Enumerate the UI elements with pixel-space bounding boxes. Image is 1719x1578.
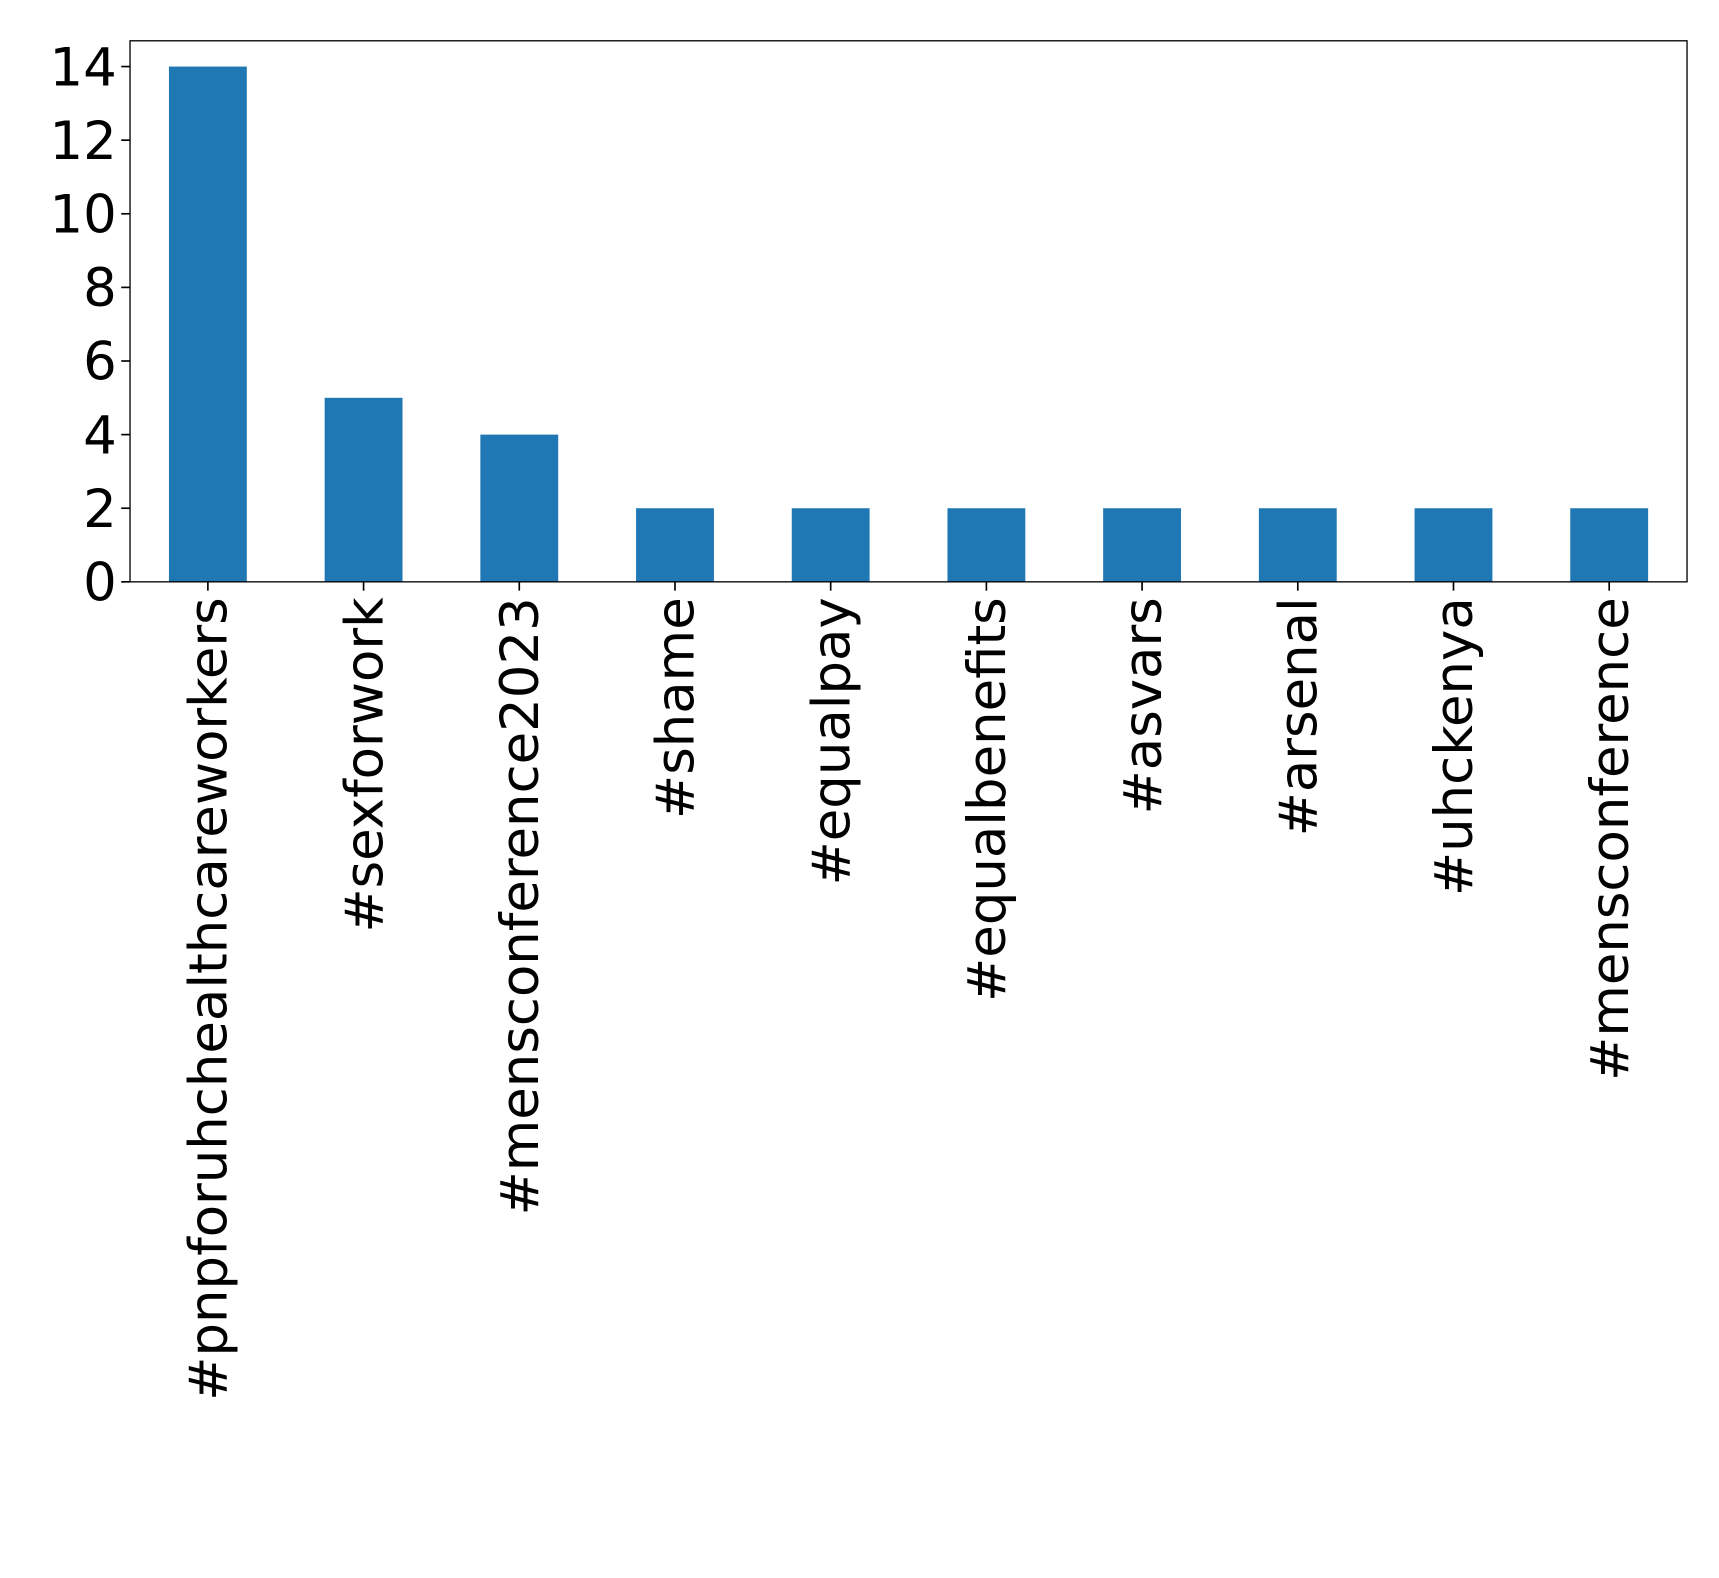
bar <box>1258 508 1337 582</box>
x-tick-label: #mensconference <box>1580 597 1641 1081</box>
x-tick-label: #sexforwork <box>334 597 395 933</box>
x-tick-label: #asvars <box>1113 597 1174 814</box>
x-tick-label: #shame <box>646 597 707 819</box>
y-tick-label: 14 <box>50 37 117 98</box>
bar <box>1414 508 1493 582</box>
x-tick-label: #equalbenefits <box>957 597 1018 1002</box>
bar <box>1103 508 1182 582</box>
y-tick-label: 2 <box>83 479 117 540</box>
y-tick-label: 0 <box>83 553 117 614</box>
x-tick-label: #arsenal <box>1269 597 1330 836</box>
bar <box>480 434 559 582</box>
bar <box>791 508 870 582</box>
bar <box>636 508 714 582</box>
bar <box>168 66 247 582</box>
y-tick-label: 4 <box>83 405 117 466</box>
bar <box>324 397 403 582</box>
x-tick-label: #uhckenya <box>1424 597 1485 896</box>
x-tick-label: #mensconference2023 <box>490 597 551 1215</box>
x-tick-label: #pnpforuhchealthcareworkers <box>179 597 240 1401</box>
bar <box>1570 508 1649 582</box>
x-tick-label: #equalpay <box>801 597 862 885</box>
y-tick-label: 12 <box>50 111 117 172</box>
y-tick-label: 6 <box>83 332 117 393</box>
bar <box>947 508 1026 582</box>
plot-frame <box>129 40 1688 583</box>
y-tick-label: 10 <box>50 185 117 246</box>
y-tick-label: 8 <box>83 258 117 319</box>
